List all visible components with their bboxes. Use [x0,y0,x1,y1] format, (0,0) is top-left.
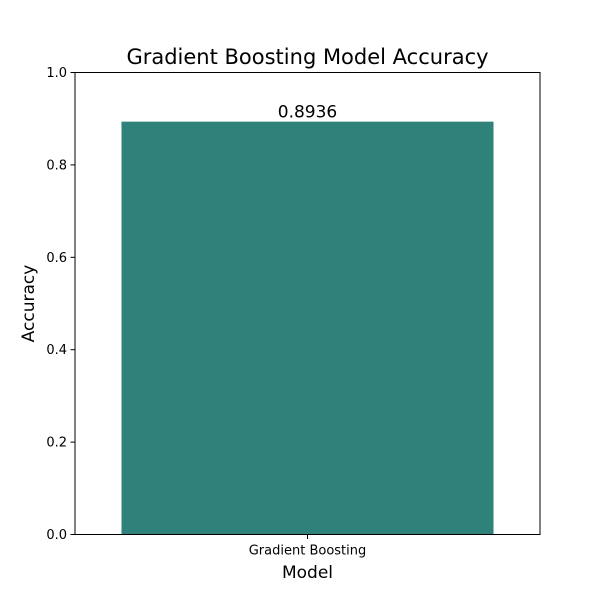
y-tick-label: 0.0 [46,528,67,543]
y-tick-label: 1.0 [46,66,67,81]
bar-data-label: 0.8936 [278,103,337,123]
x-axis-label: Model [282,563,333,583]
chart-title: Gradient Boosting Model Accuracy [126,45,488,69]
y-axis-label: Accuracy [19,265,39,343]
data-labels: 0.8936 [278,103,337,123]
y-tick-label: 0.4 [46,343,67,358]
y-tick-label: 0.6 [46,251,67,266]
x-axis: Gradient Boosting [249,534,367,559]
y-axis: 0.0 0.2 0.4 0.6 0.8 1.0 [46,66,75,543]
bar [121,121,494,535]
y-tick-label: 0.2 [46,436,67,451]
bars [121,121,494,535]
plot-frame [74,72,541,535]
x-tick-label: Gradient Boosting [249,544,367,559]
y-tick-label: 0.8 [46,158,67,173]
